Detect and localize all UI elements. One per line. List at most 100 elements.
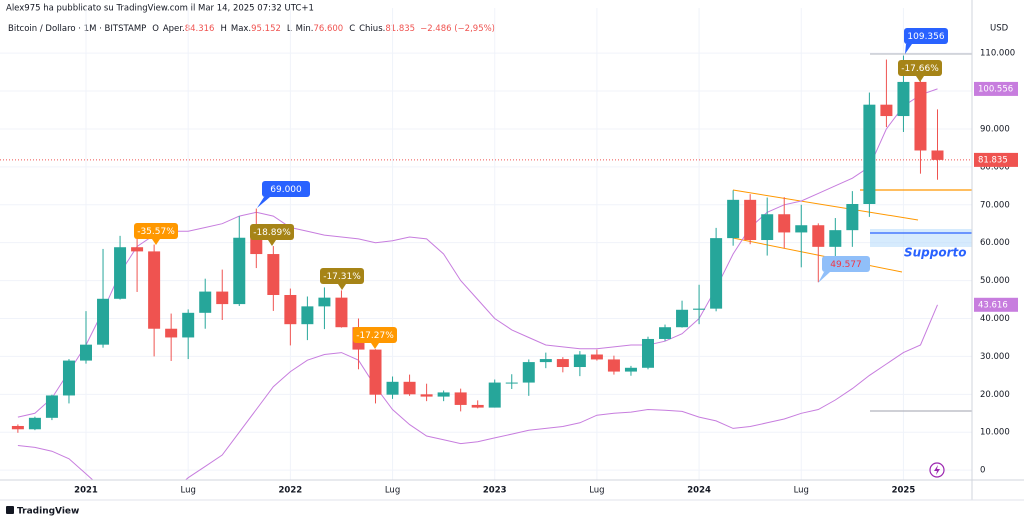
candle-body — [795, 225, 808, 233]
candle-body — [624, 367, 637, 372]
percent-label-box — [250, 224, 294, 240]
candle-body — [710, 238, 723, 309]
x-tick-label: 2025 — [892, 486, 916, 496]
percent-label-pointer — [916, 76, 924, 82]
y-tick-label: 40.000 — [980, 314, 1010, 324]
candle-body — [641, 338, 654, 368]
y-tick-label: 30.000 — [980, 352, 1010, 362]
x-tick-label: 2023 — [483, 486, 507, 496]
y-tick-label: 50.000 — [980, 276, 1010, 286]
candle-body — [778, 214, 791, 233]
candle-body — [131, 247, 144, 252]
annotation: 109.356 — [907, 32, 944, 42]
x-tick-label: 2022 — [279, 486, 303, 496]
candle-body — [250, 237, 263, 255]
candle-body — [420, 394, 433, 397]
candle-body — [11, 425, 24, 430]
candle-body — [880, 104, 893, 117]
candle-body — [301, 306, 314, 325]
candle-body — [914, 81, 927, 151]
candle-body — [505, 382, 518, 384]
candle-body — [335, 297, 348, 328]
candle-body — [284, 294, 297, 325]
price-label-bg — [974, 81, 1018, 96]
field-value: 81.835 — [385, 24, 415, 34]
candle-body — [97, 298, 110, 345]
percent-label-pointer — [338, 284, 346, 290]
y-tick-label: 20.000 — [980, 390, 1010, 400]
candle-body — [727, 199, 740, 239]
price-label-bg — [974, 152, 1018, 167]
percent-label: -17.31% — [323, 272, 361, 282]
annotation-box — [904, 28, 948, 44]
band-line — [17, 304, 938, 480]
percent-label-box — [134, 223, 178, 239]
field-name: Aper. — [163, 24, 185, 34]
annotation-pointer — [257, 197, 270, 208]
support-label: Supporto — [904, 246, 967, 260]
candle-body — [45, 395, 58, 418]
support-zone — [870, 229, 972, 247]
field-key: L — [287, 24, 292, 34]
field-value: 84.316 — [185, 24, 215, 34]
candle-body — [573, 354, 586, 368]
percent-label: -17.27% — [356, 331, 394, 341]
x-tick-label: Lug — [589, 486, 604, 496]
price-label-bg — [974, 297, 1018, 312]
percent-label-box — [320, 268, 364, 284]
candle-body — [80, 344, 92, 361]
brand-logo — [6, 506, 14, 514]
candle-body — [812, 225, 825, 247]
candle-body — [829, 230, 842, 247]
candle-body — [522, 362, 535, 383]
field-key: O — [152, 24, 159, 34]
trend-line — [732, 189, 919, 221]
candle-body — [403, 381, 416, 395]
candle-body — [590, 354, 603, 360]
y-tick-label: 60.000 — [980, 238, 1010, 248]
x-tick-label: 2021 — [74, 486, 98, 496]
price-label: 43.616 — [978, 300, 1008, 310]
candle-body — [165, 328, 178, 338]
events-icon — [934, 465, 940, 475]
candle-body — [488, 382, 501, 408]
candle-body — [539, 359, 552, 363]
field-value: 76.600 — [313, 24, 343, 34]
candle-body — [454, 392, 467, 405]
x-tick-label: Lug — [180, 486, 195, 496]
annotation-pointer — [905, 44, 912, 54]
candle-body — [693, 308, 706, 310]
candle-body — [386, 381, 399, 395]
percent-label: -35.57% — [137, 227, 175, 237]
y-tick-label: 70.000 — [980, 200, 1010, 210]
candle-body — [437, 392, 450, 397]
field-name: Min. — [296, 24, 314, 34]
price-label: 100.556 — [978, 84, 1013, 94]
candle-body — [267, 254, 280, 295]
candle-body — [744, 199, 757, 241]
percent-label-pointer — [371, 343, 379, 349]
candle-body — [233, 237, 246, 305]
candle-body — [114, 247, 127, 299]
candle-body — [676, 309, 689, 328]
candle-body — [556, 359, 569, 368]
annotation: 49.577 — [830, 260, 862, 270]
field-name: Chius. — [359, 24, 385, 34]
y-tick-label: 0 — [980, 466, 985, 476]
y-tick-label: 110.000 — [980, 49, 1015, 59]
percent-label: -18.89% — [253, 228, 291, 238]
candle-body — [148, 251, 161, 329]
x-tick-label: Lug — [794, 486, 809, 496]
field-name: Max. — [231, 24, 251, 34]
annotation-pointer — [818, 272, 830, 283]
candle-body — [471, 404, 484, 408]
y-tick-label: 90.000 — [980, 124, 1010, 134]
x-tick-label: Lug — [385, 486, 400, 496]
candle-body — [931, 150, 944, 160]
percent-label-pointer — [152, 239, 160, 245]
events-icon[interactable] — [929, 462, 945, 478]
trend-line — [732, 237, 903, 273]
change: −2.486 (−2,95%) — [420, 24, 495, 34]
candle-body — [607, 359, 620, 372]
